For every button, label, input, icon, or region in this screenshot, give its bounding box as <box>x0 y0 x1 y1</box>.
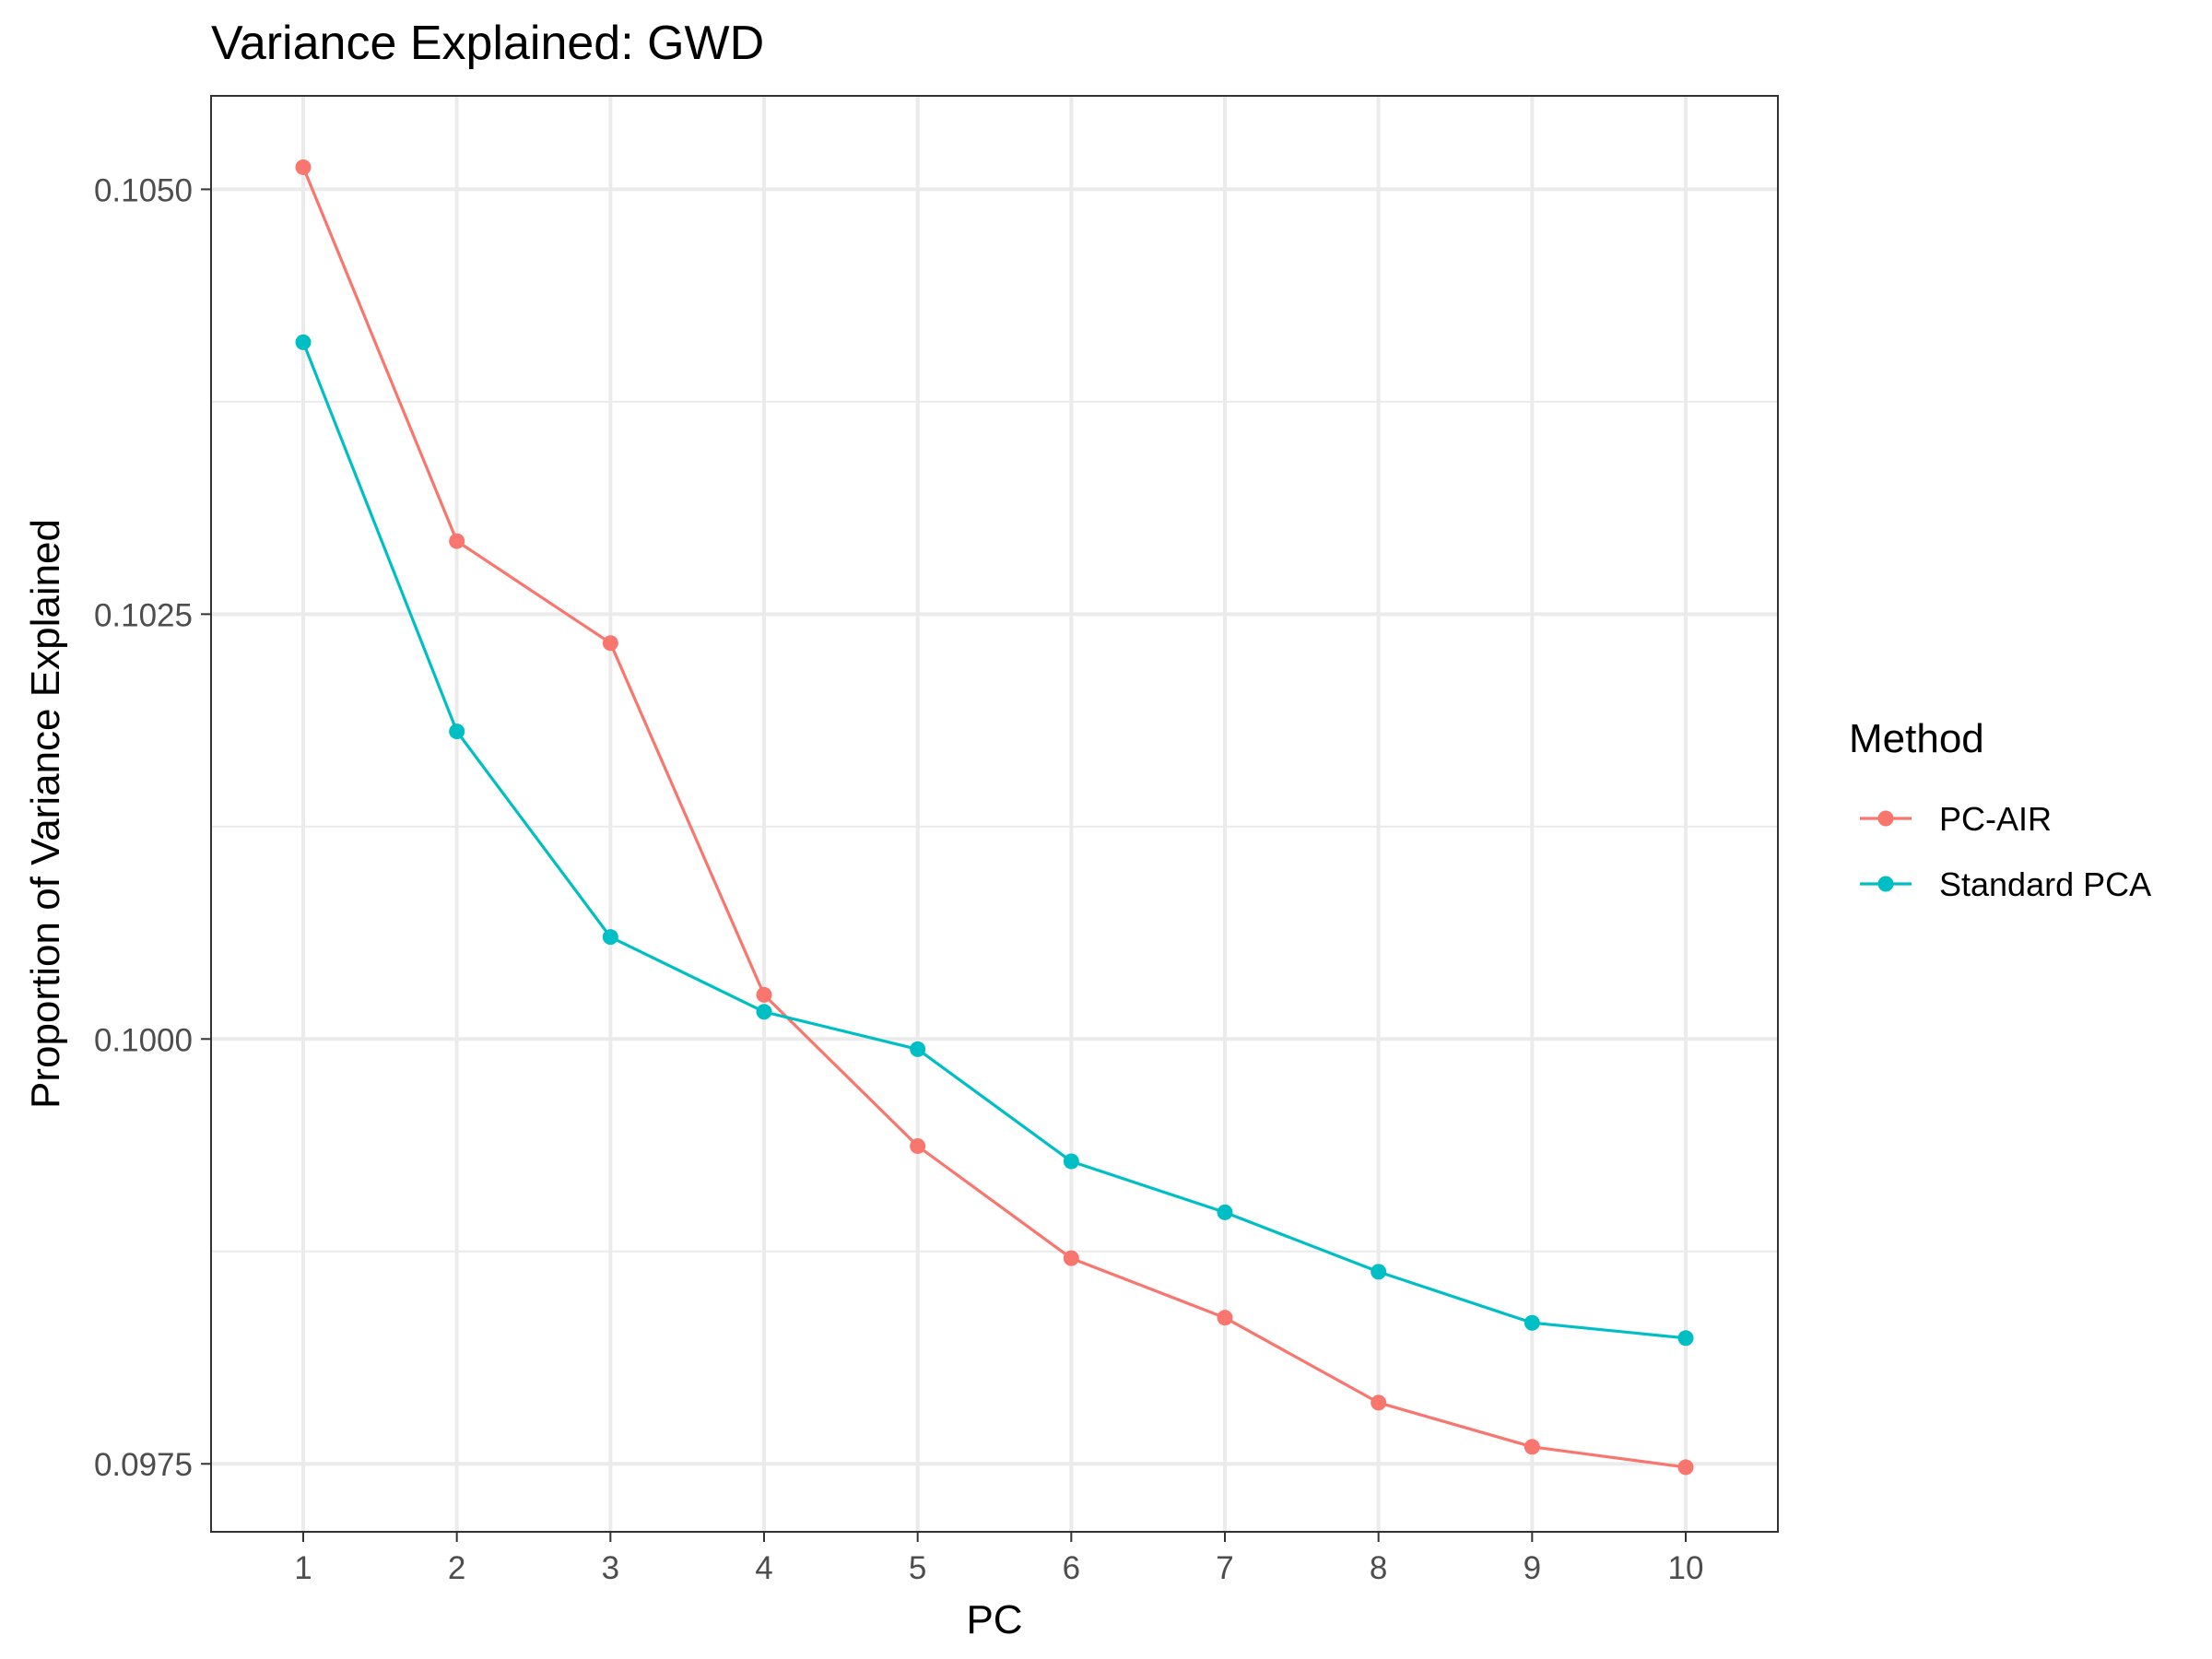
x-tick-label: 8 <box>1370 1550 1387 1586</box>
data-point <box>1063 1250 1079 1266</box>
data-point <box>1371 1264 1387 1280</box>
x-tick-label: 2 <box>448 1550 465 1586</box>
legend-label: Standard PCA <box>1939 865 2151 903</box>
legend-title: Method <box>1849 716 1984 761</box>
chart-title: Variance Explained: GWD <box>211 17 764 70</box>
y-axis: 0.0975 0.1000 0.1025 0.1050 <box>94 172 211 1483</box>
legend-label: PC-AIR <box>1939 800 2052 838</box>
y-tick-label: 0.1050 <box>94 172 193 208</box>
legend: Method PC-AIR Standard PCA <box>1849 716 2151 903</box>
data-point <box>449 724 465 740</box>
x-tick-label: 1 <box>294 1550 312 1586</box>
data-point <box>756 1004 772 1020</box>
y-axis-title: Proportion of Variance Explained <box>23 519 68 1109</box>
data-point <box>1217 1204 1233 1220</box>
data-point <box>295 159 312 175</box>
data-point <box>1217 1310 1233 1326</box>
data-point <box>602 929 618 946</box>
series-lines <box>301 166 1687 1469</box>
data-point <box>295 334 312 350</box>
data-point <box>910 1137 926 1154</box>
legend-key-point <box>1877 810 1894 827</box>
data-point <box>1371 1394 1387 1411</box>
series-line-0 <box>301 166 1687 1469</box>
x-axis-title: PC <box>966 1597 1022 1642</box>
x-axis: 1 2 3 4 5 6 7 8 9 10 <box>294 1532 1703 1586</box>
data-point <box>1524 1439 1540 1455</box>
y-tick-label: 0.1000 <box>94 1022 193 1058</box>
x-tick-label: 7 <box>1216 1550 1233 1586</box>
plot-panel <box>211 96 1778 1532</box>
x-tick-label: 10 <box>1668 1550 1704 1586</box>
x-tick-label: 5 <box>909 1550 926 1586</box>
data-point <box>1524 1314 1540 1331</box>
data-point <box>449 533 465 549</box>
data-point <box>1677 1330 1694 1347</box>
series-line-1 <box>301 341 1687 1340</box>
legend-key-point <box>1877 876 1894 892</box>
data-point <box>910 1041 926 1057</box>
data-point <box>1677 1459 1694 1476</box>
y-tick-label: 0.1025 <box>94 597 193 633</box>
data-point <box>602 635 618 652</box>
y-tick-label: 0.0975 <box>94 1447 193 1483</box>
minor-gridlines <box>211 400 1778 1253</box>
data-point <box>756 986 772 1003</box>
x-tick-label: 3 <box>602 1550 619 1586</box>
data-point <box>1063 1153 1079 1170</box>
plot-border <box>210 95 1779 1533</box>
x-tick-label: 4 <box>755 1550 772 1586</box>
series-points <box>295 159 1694 1476</box>
x-tick-label: 9 <box>1524 1550 1541 1586</box>
x-tick-label: 6 <box>1063 1550 1080 1586</box>
